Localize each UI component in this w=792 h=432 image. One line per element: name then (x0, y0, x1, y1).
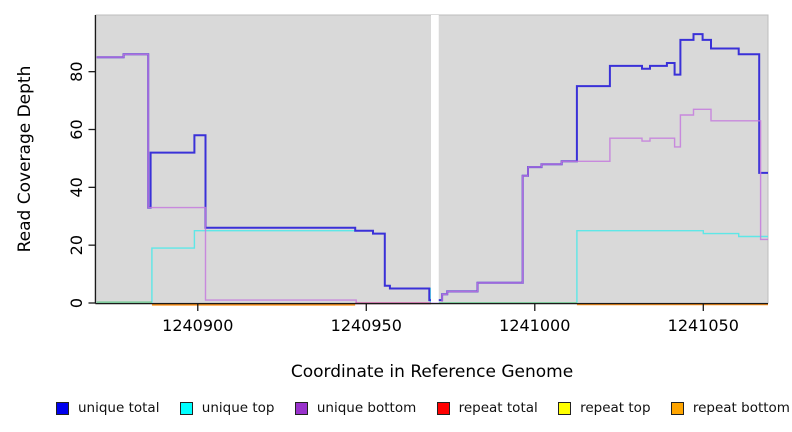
legend-item-repeat-top: repeat top (558, 400, 651, 416)
legend-item-unique-bottom: unique bottom (294, 400, 417, 416)
legend-label: unique bottom (316, 400, 417, 416)
x-tick-label: 1241050 (668, 316, 739, 335)
gap-band (430, 15, 439, 303)
legend-label: repeat total (458, 400, 538, 416)
legend: unique total unique top unique bottom repea… (56, 400, 790, 416)
series-line-unique-bottom (96, 53, 768, 304)
y-tick-label: 0 (67, 298, 86, 308)
legend-swatch-unique-total (56, 401, 69, 415)
legend-item-unique-total: unique total (56, 400, 159, 416)
legend-item-unique-top: unique top (179, 400, 275, 416)
y-axis-title: Read Coverage Depth (15, 66, 35, 253)
legend-label: repeat top (580, 400, 651, 416)
legend-swatch-repeat-top (558, 401, 572, 415)
legend-label: unique top (201, 400, 275, 416)
y-tick-label: 40 (67, 177, 86, 197)
legend-swatch-unique-bottom (294, 401, 308, 415)
legend-label: repeat bottom (692, 400, 790, 416)
y-tick-label: 20 (67, 235, 86, 255)
y-tick-label: 60 (67, 119, 86, 139)
legend-item-repeat-bottom: repeat bottom (670, 400, 790, 416)
x-tick-label: 1241000 (499, 316, 570, 335)
legend-swatch-repeat-total (436, 401, 450, 415)
legend-swatch-unique-top (179, 401, 193, 415)
legend-swatch-repeat-bottom (670, 401, 684, 415)
x-tick-label: 1240900 (162, 316, 233, 335)
legend-item-repeat-total: repeat total (436, 400, 538, 416)
x-tick-label: 1240950 (331, 316, 402, 335)
y-tick-label: 80 (67, 61, 86, 81)
x-axis-title: Coordinate in Reference Genome (291, 362, 573, 382)
legend-label: unique total (78, 400, 160, 416)
